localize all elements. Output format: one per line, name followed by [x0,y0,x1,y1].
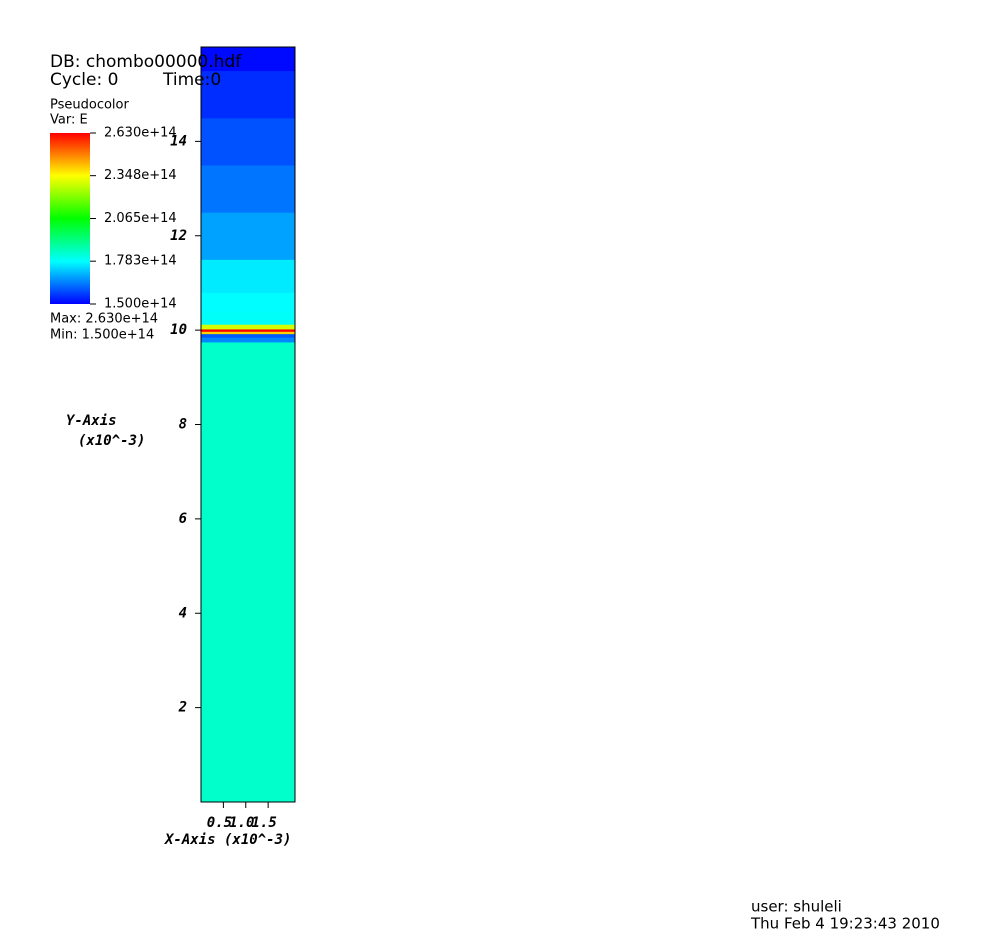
date: Thu Feb 4 19:23:43 2010 [750,915,940,933]
y-tick-label: 6 [179,511,187,527]
field-strip [201,212,295,260]
field-strip [201,164,295,213]
colorbar-tick-label: 2.065e+14 [104,211,177,226]
colorbar [50,133,90,304]
y-tick-label: 12 [170,228,187,244]
field-strip [201,324,295,330]
field-strip [201,47,295,72]
max-text: Max: 2.630e+14 [50,312,158,327]
x-tick-label: 1.0 [229,815,254,831]
y-tick-label: 10 [170,322,187,338]
y-tick-label: 2 [178,700,187,716]
y-axis-units: (x10^-3) [78,433,145,449]
colorbar-tick-label: 2.348e+14 [104,168,177,183]
db-name: DB: chombo00000.hdf [50,52,242,72]
field-strip [201,331,295,335]
x-axis-label: X-Axis (x10^-3) [164,832,291,848]
time: Time:0 [162,70,221,90]
field-strip [201,341,295,574]
colorbar-tick-label: 2.630e+14 [104,126,177,141]
y-tick-label: 14 [170,133,187,149]
field-strip [201,573,295,803]
y-tick-label: 4 [179,605,187,621]
field-strip [201,337,295,343]
variable: Var: E [50,113,88,128]
x-tick-label: 1.5 [251,815,276,831]
field-strip [201,259,295,293]
y-tick-label: 8 [179,417,187,433]
cycle: Cycle: 0 [50,70,118,90]
field-strip [201,311,295,325]
plot-name: Pseudocolor [50,98,129,113]
colorbar-tick-label: 1.783e+14 [104,254,177,269]
field-strip [201,333,295,338]
colorbar-tick-label: 1.500e+14 [104,297,177,312]
field-strip [201,70,295,119]
user: user: shuleli [751,898,842,916]
field-strip [201,328,295,332]
field-strip [201,117,295,166]
y-axis-label: Y-Axis [66,413,117,429]
x-tick-label: 0.5 [207,815,232,831]
field-strip [201,292,295,312]
min-text: Min: 1.500e+14 [50,328,154,343]
